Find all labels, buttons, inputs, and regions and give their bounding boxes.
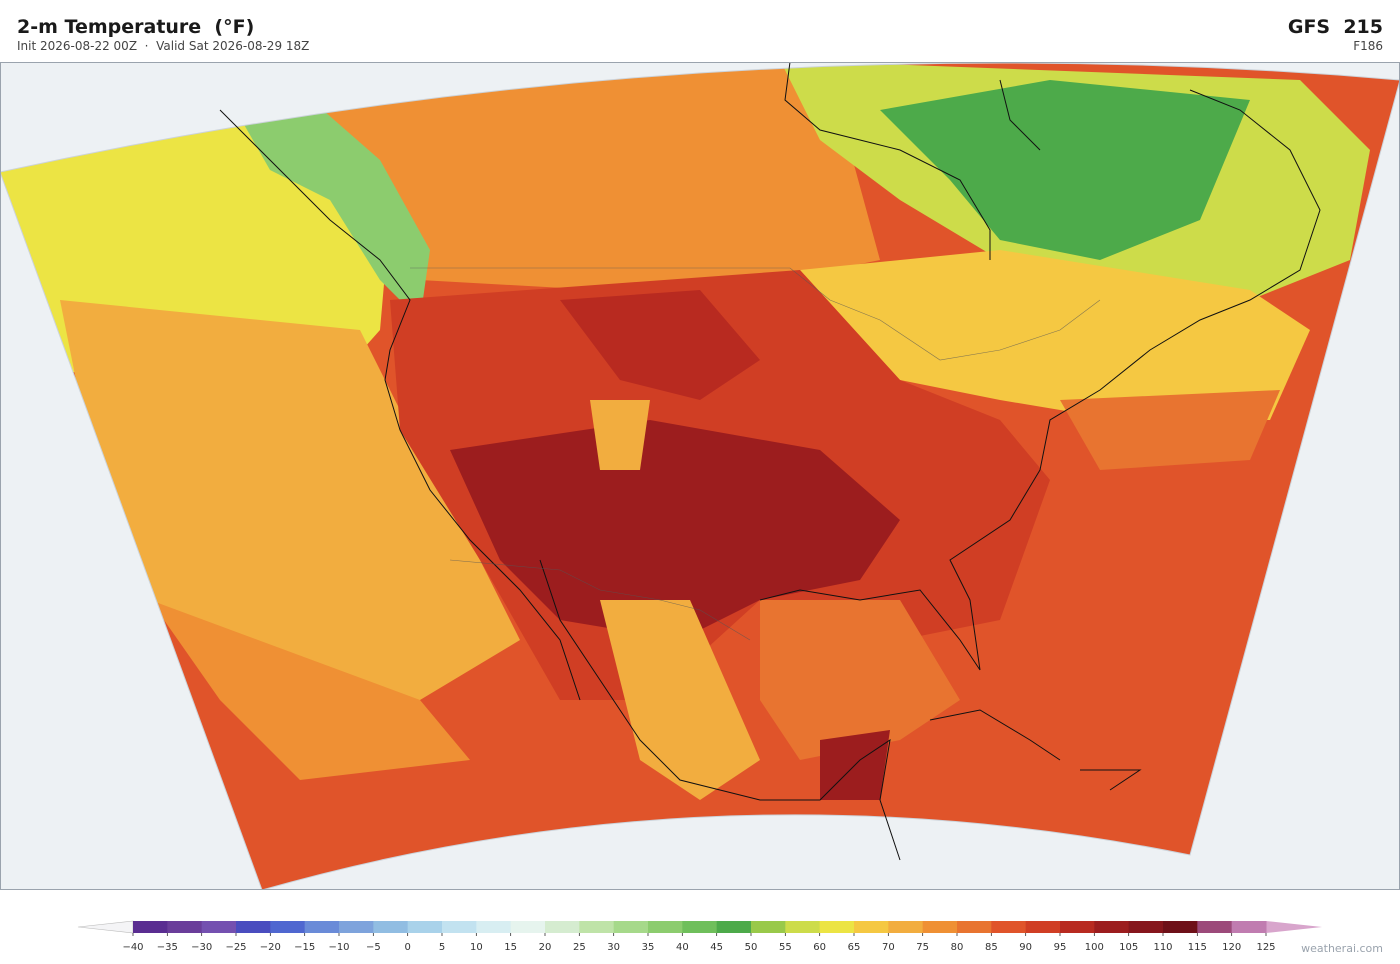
colorbar-swatch: [1128, 921, 1164, 933]
colorbar-tick-label: 95: [1054, 942, 1067, 953]
colorbar: −40 −35 −30 −25 −20 −15 −10 −5 0 5 10 15 20 25 30 35 40 4…: [77, 920, 1322, 953]
colorbar-swatch: [888, 921, 924, 933]
colorbar-under: [77, 920, 134, 934]
colorbar-tick-label: 30: [607, 942, 620, 953]
colorbar-over: [1266, 921, 1322, 933]
colorbar-tick-label: −40: [122, 942, 143, 953]
colorbar-tick-label: −15: [294, 942, 315, 953]
colorbar-tick-label: 60: [813, 942, 826, 953]
colorbar-swatch: [510, 921, 546, 933]
colorbar-tick-label: 40: [676, 942, 689, 953]
model-label: GFS 215: [1287, 16, 1383, 38]
colorbar-swatch: [1231, 921, 1267, 933]
colorbar-tick-label: 55: [779, 942, 792, 953]
colorbar-swatch: [1163, 921, 1198, 933]
coastlines: [219, 62, 1321, 861]
colorbar-tick-label: 125: [1256, 942, 1275, 953]
colorbar-swatch: [236, 921, 271, 933]
colorbar-tick-label: −10: [328, 942, 349, 953]
colorbar-swatch: [785, 921, 821, 933]
colorbar-tick-label: −35: [157, 942, 178, 953]
colorbar-tick-label: 35: [642, 942, 655, 953]
colorbar-swatch: [579, 921, 615, 933]
colorbar-swatch: [442, 921, 477, 933]
colorbar-tick-label: 0: [404, 942, 410, 953]
colorbar-swatch: [1025, 921, 1061, 933]
colorbar-tick-label: 65: [848, 942, 861, 953]
colorbar-swatch: [201, 921, 237, 933]
colorbar-swatch: [476, 921, 512, 933]
colorbar-tick-label: −20: [260, 942, 281, 953]
colorbar-tick-label: 5: [439, 942, 445, 953]
colorbar-tick-label: 110: [1153, 942, 1172, 953]
colorbar-swatch: [373, 921, 409, 933]
colorbar-tick-label: −5: [366, 942, 381, 953]
colorbar-swatch: [407, 921, 443, 933]
colorbar-swatch: [613, 921, 649, 933]
colorbar-tick-label: 105: [1119, 942, 1138, 953]
forecast-hour: F186: [1353, 39, 1383, 53]
colorbar-tick-label: 15: [504, 942, 517, 953]
colorbar-swatch: [1197, 921, 1233, 933]
colorbar-swatch: [304, 921, 340, 933]
colorbar-tick-label: 25: [573, 942, 586, 953]
map-subtitle: Init 2026-08-22 00Z · Valid Sat 2026-08-…: [17, 39, 310, 53]
colorbar-swatch: [1060, 921, 1095, 933]
colorbar-tick-label: 90: [1019, 942, 1032, 953]
colorbar-swatch: [339, 921, 374, 933]
header: 2-m Temperature (°F) Init 2026-08-22 00Z…: [0, 0, 1400, 62]
colorbar-tick-label: 75: [916, 942, 929, 953]
colorbar-tick-label: 70: [882, 942, 895, 953]
colorbar-swatch: [922, 921, 958, 933]
colorbar-swatch: [1094, 921, 1130, 933]
map-title: 2-m Temperature (°F): [17, 16, 255, 38]
colorbar-swatch: [819, 921, 855, 933]
colorbar-tick-label: 80: [951, 942, 964, 953]
colorbar-swatch: [991, 921, 1027, 933]
colorbar-tick-label: 115: [1188, 942, 1207, 953]
colorbar-swatch: [682, 921, 718, 933]
colorbar-tick-label: −25: [225, 942, 246, 953]
colorbar-swatch: [270, 921, 306, 933]
colorbar-swatch: [854, 921, 889, 933]
temperature-field: [0, 63, 1400, 890]
colorbar-swatch: [957, 921, 992, 933]
borders: [410, 267, 1101, 641]
colorbar-tick-label: 120: [1222, 942, 1241, 953]
colorbar-tick-label: 100: [1085, 942, 1104, 953]
colorbar-tick-label: 85: [985, 942, 998, 953]
colorbar-tick-label: 50: [745, 942, 758, 953]
watermark: weatherai.com: [1301, 942, 1383, 955]
colorbar-swatch: [167, 921, 203, 933]
colorbar-swatch: [751, 921, 786, 933]
colorbar-swatch: [133, 921, 168, 933]
colorbar-tick-label: 45: [710, 942, 723, 953]
colorbar-tick-label: 10: [470, 942, 483, 953]
colorbar-tick-label: 20: [539, 942, 552, 953]
map-area: [0, 62, 1400, 890]
colorbar-tick-label: −30: [191, 942, 212, 953]
colorbar-swatch: [545, 921, 580, 933]
colorbar-swatch: [648, 921, 683, 933]
colorbar-swatch: [716, 921, 752, 933]
